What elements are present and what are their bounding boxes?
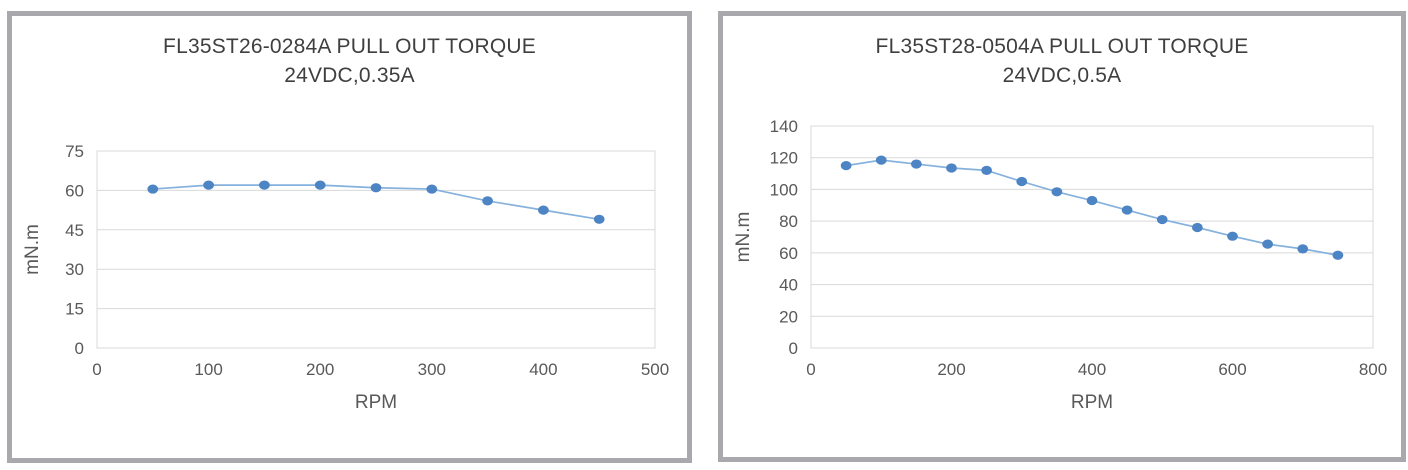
y-tick-label: 80	[779, 212, 798, 231]
data-point-marker	[1332, 250, 1344, 260]
data-point-marker	[1086, 195, 1098, 206]
data-point-marker	[1297, 244, 1309, 254]
chart-title-line2: 24VDC,0.5A	[1002, 64, 1122, 87]
data-point-marker	[981, 165, 993, 175]
chart-title-block: FL35ST28-0504A PULL OUT TORQUE 24VDC,0.5…	[723, 32, 1401, 90]
data-point-marker	[370, 183, 382, 193]
y-tick-label: 15	[65, 300, 84, 319]
data-point-marker	[1191, 222, 1203, 233]
chart-title-block: FL35ST26-0284A PULL OUT TORQUE 24VDC,0.3…	[12, 32, 687, 90]
data-point-marker	[1051, 187, 1063, 197]
y-tick-label: 140	[770, 117, 798, 136]
x-axis-title: RPM	[355, 392, 397, 413]
data-point-marker	[259, 180, 270, 190]
x-tick-label: 300	[418, 360, 446, 379]
x-tick-label: 0	[92, 360, 101, 379]
data-point-marker	[910, 159, 922, 169]
y-tick-label: 100	[770, 180, 798, 199]
data-point-marker	[1156, 214, 1168, 225]
data-point-marker	[314, 180, 326, 190]
y-tick-label: 75	[65, 142, 84, 161]
chart-panel-fl35st28: FL35ST28-0504A PULL OUT TORQUE 24VDC,0.5…	[718, 11, 1406, 462]
data-point-marker	[1016, 176, 1028, 187]
data-point-marker	[426, 184, 438, 194]
y-tick-label: 40	[779, 276, 798, 295]
y-axis-title: mN.m	[22, 224, 43, 275]
y-tick-label: 60	[65, 181, 84, 200]
x-tick-label: 0	[806, 360, 815, 379]
x-tick-label: 100	[194, 360, 222, 379]
x-axis-title: RPM	[1071, 392, 1113, 413]
chart-panel-fl35st26: FL35ST26-0284A PULL OUT TORQUE 24VDC,0.3…	[7, 11, 692, 463]
x-tick-label: 200	[937, 360, 965, 379]
chart-title-line2: 24VDC,0.35A	[284, 64, 415, 87]
pull-out-torque-line-chart-fl35st28: 0 20 40 60 80 100 120 140 0 200 400 600 800 RPM mN.m	[733, 117, 1387, 413]
plot-area-border	[96, 150, 656, 349]
y-tick-label: 0	[75, 339, 84, 358]
y-tick-label: 30	[65, 260, 84, 279]
x-tick-label: 600	[1218, 360, 1246, 379]
y-tick-label: 0	[789, 339, 798, 358]
data-point-marker	[203, 180, 215, 190]
x-tick-label: 800	[1359, 360, 1387, 379]
y-tick-label: 45	[65, 221, 84, 240]
data-point-marker	[946, 163, 957, 173]
data-point-marker	[593, 214, 605, 224]
data-point-marker	[1121, 205, 1133, 215]
data-point-marker	[538, 205, 549, 215]
data-point-marker	[840, 161, 852, 171]
x-tick-label: 200	[306, 360, 334, 379]
x-tick-label: 500	[641, 360, 669, 379]
plot-area-border	[810, 125, 1374, 349]
chart-title-line1: FL35ST26-0284A PULL OUT TORQUE	[163, 35, 536, 58]
data-point-marker	[482, 196, 493, 206]
y-axis-title: mN.m	[733, 212, 754, 263]
y-tick-label: 20	[779, 307, 798, 326]
pull-out-torque-line-chart-fl35st26: 0 15 30 45 60 75 0 100 200 300 400 500 RPM mN.m	[22, 142, 669, 413]
y-tick-label: 60	[779, 244, 798, 263]
data-point-marker	[147, 184, 159, 194]
chart-title-line1: FL35ST28-0504A PULL OUT TORQUE	[875, 35, 1249, 58]
data-point-marker	[875, 155, 887, 165]
data-point-marker	[1227, 231, 1238, 241]
data-point-marker	[1262, 239, 1274, 249]
x-tick-label: 400	[529, 360, 557, 379]
y-tick-label: 120	[770, 149, 798, 168]
x-tick-label: 400	[1078, 360, 1106, 379]
